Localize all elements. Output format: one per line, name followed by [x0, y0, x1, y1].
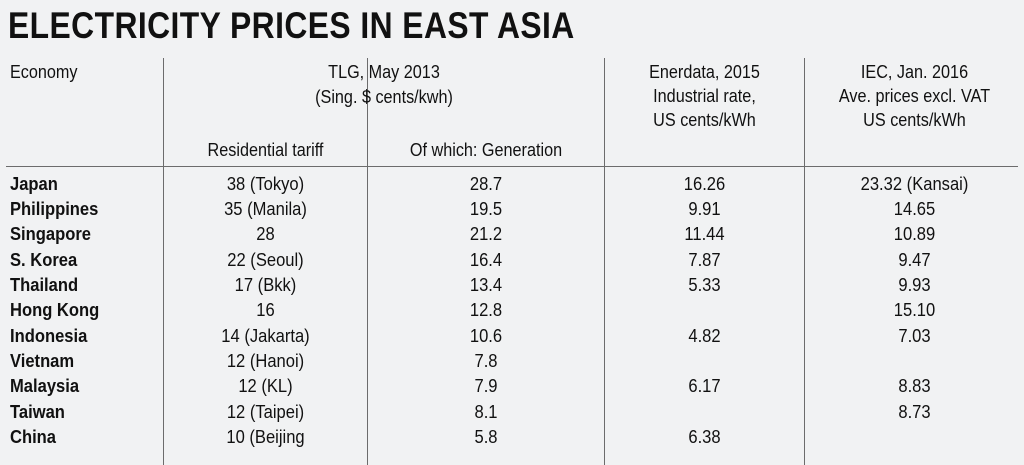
table-row: Singapore 28 21.2 11.44 10.89 — [0, 222, 1024, 247]
enerdata-rate — [613, 349, 796, 374]
table-row: Hong Kong 16 12.8 15.10 — [0, 298, 1024, 323]
header-enerdata-line2: Industrial rate, — [653, 86, 756, 106]
economy-name: Singapore — [10, 224, 91, 244]
residential-tariff: 12 (KL) — [238, 376, 293, 396]
iec-price: 9.47 — [898, 250, 931, 270]
table-row: Indonesia 14 (Jakarta) 10.6 4.82 7.03 — [0, 324, 1024, 349]
table-row: Thailand 17 (Bkk) 13.4 5.33 9.93 — [0, 273, 1024, 298]
economy-name: Thailand — [10, 275, 79, 295]
header-divider — [6, 166, 1018, 167]
enerdata-rate: 5.33 — [688, 275, 721, 295]
column-divider — [163, 58, 164, 465]
table-row: S. Korea 22 (Seoul) 16.4 7.87 9.47 — [0, 248, 1024, 273]
header-residential: Residential tariff — [207, 140, 324, 160]
enerdata-rate: 6.17 — [688, 376, 721, 396]
generation-cost: 19.5 — [469, 199, 503, 219]
iec-price: 8.73 — [898, 402, 931, 422]
residential-tariff: 35 (Manila) — [224, 199, 307, 219]
column-divider — [804, 58, 805, 465]
residential-tariff: 14 (Jakarta) — [221, 326, 310, 346]
table-row: Japan 38 (Tokyo) 28.7 16.26 23.32 (Kansa… — [0, 172, 1024, 197]
generation-cost: 7.9 — [474, 376, 498, 396]
iec-price: 10.89 — [893, 224, 936, 244]
table-row: Philippines 35 (Manila) 19.5 9.91 14.65 — [0, 197, 1024, 222]
header-iec-line2: Ave. prices excl. VAT — [838, 86, 991, 106]
iec-price — [814, 349, 1015, 374]
header-enerdata-line1: Enerdata, 2015 — [649, 62, 760, 82]
header-iec-line1: IEC, Jan. 2016 — [860, 62, 969, 82]
column-divider — [604, 58, 605, 465]
generation-cost: 5.8 — [474, 427, 498, 447]
enerdata-rate — [613, 298, 796, 323]
residential-tariff: 22 (Seoul) — [227, 250, 304, 270]
economy-name: China — [10, 427, 57, 447]
header-economy: Economy — [10, 62, 78, 82]
iec-price: 23.32 (Kansai) — [860, 174, 969, 194]
table-row: Vietnam 12 (Hanoi) 7.8 — [0, 349, 1024, 374]
generation-cost: 12.8 — [469, 300, 503, 320]
economy-name: Vietnam — [10, 351, 75, 371]
residential-tariff: 17 (Bkk) — [234, 275, 297, 295]
economy-name: Indonesia — [10, 326, 88, 346]
header-enerdata-line3: US cents/kWh — [653, 110, 756, 130]
header-iec-line3: US cents/kWh — [863, 110, 966, 130]
generation-cost: 16.4 — [469, 250, 503, 270]
generation-cost: 10.6 — [469, 326, 503, 346]
enerdata-rate: 16.26 — [683, 174, 726, 194]
generation-cost: 21.2 — [469, 224, 503, 244]
column-divider — [367, 58, 368, 465]
residential-tariff: 16 — [256, 300, 275, 320]
generation-cost: 13.4 — [469, 275, 503, 295]
iec-price — [814, 425, 1015, 450]
residential-tariff: 12 (Taipei) — [226, 402, 305, 422]
table-row: Taiwan 12 (Taipei) 8.1 8.73 — [0, 400, 1024, 425]
enerdata-rate — [613, 400, 796, 425]
iec-price: 8.83 — [898, 376, 931, 396]
iec-price: 15.10 — [893, 300, 936, 320]
generation-cost: 8.1 — [474, 402, 498, 422]
header-tlg-line1: TLG, May 2013 — [328, 62, 440, 82]
economy-name: Malaysia — [10, 376, 80, 396]
economy-name: Japan — [10, 174, 58, 194]
economy-name: Hong Kong — [10, 300, 100, 320]
enerdata-rate: 11.44 — [684, 224, 725, 244]
economy-name: Taiwan — [10, 402, 65, 422]
economy-name: S. Korea — [10, 250, 78, 270]
enerdata-rate: 9.91 — [688, 199, 721, 219]
residential-tariff: 12 (Hanoi) — [226, 351, 305, 371]
enerdata-rate: 7.87 — [688, 250, 721, 270]
table-row: China 10 (Beijing 5.8 6.38 — [0, 425, 1024, 450]
table-row: Malaysia 12 (KL) 7.9 6.17 8.83 — [0, 374, 1024, 399]
generation-cost: 28.7 — [469, 174, 503, 194]
iec-price: 14.65 — [893, 199, 936, 219]
residential-tariff: 10 (Beijing — [226, 427, 305, 447]
header-generation: Of which: Generation — [409, 140, 563, 160]
page-title: ELECTRICITY PRICES IN EAST ASIA — [8, 5, 575, 46]
enerdata-rate: 6.38 — [688, 427, 721, 447]
iec-price: 9.93 — [898, 275, 931, 295]
residential-tariff: 28 — [256, 224, 275, 244]
generation-cost: 7.8 — [474, 351, 498, 371]
enerdata-rate: 4.82 — [688, 326, 721, 346]
header-tlg-line2: (Sing. $ cents/kwh) — [315, 87, 453, 107]
iec-price: 7.03 — [898, 326, 931, 346]
residential-tariff: 38 (Tokyo) — [226, 174, 305, 194]
economy-name: Philippines — [10, 199, 99, 219]
